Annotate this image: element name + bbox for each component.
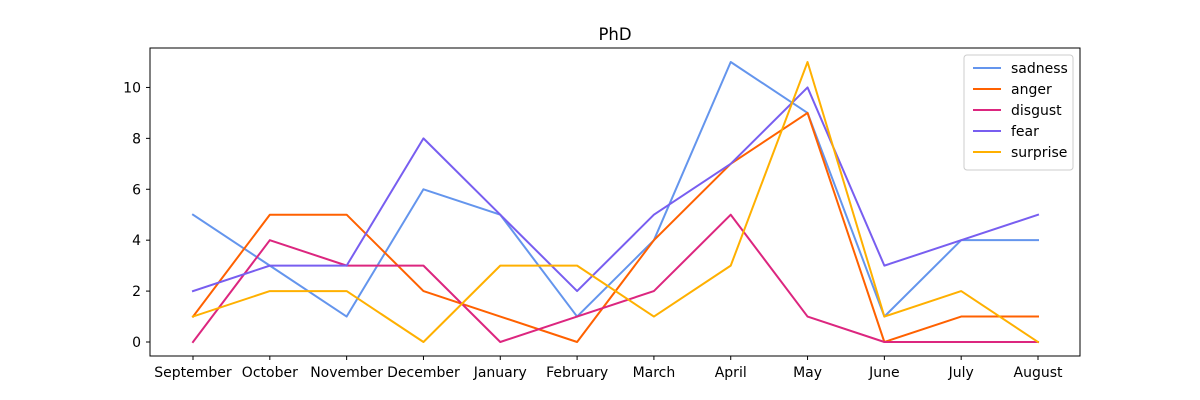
x-tick-label: November xyxy=(310,365,383,381)
x-tick-label: September xyxy=(154,365,232,381)
x-tick-label: January xyxy=(473,365,527,381)
x-tick-label: July xyxy=(948,365,974,381)
y-tick-label: 4 xyxy=(132,233,141,249)
legend-label-disgust: disgust xyxy=(1011,103,1062,119)
x-tick-label: March xyxy=(633,365,676,381)
chart-title: PhD xyxy=(598,25,631,44)
legend-label-surprise: surprise xyxy=(1011,145,1067,161)
y-axis: 0 2 4 6 8 10 xyxy=(123,80,150,351)
x-tick-label: August xyxy=(1014,365,1064,381)
y-tick-label: 2 xyxy=(132,284,141,300)
y-tick-label: 10 xyxy=(123,80,141,96)
legend-box xyxy=(963,54,1074,171)
x-tick-label: April xyxy=(715,365,747,381)
series-line-sadness xyxy=(191,61,1039,318)
series-line-fear xyxy=(191,86,1040,293)
x-tick-label: December xyxy=(387,365,460,381)
legend-label-fear: fear xyxy=(1011,124,1039,140)
y-tick-label: 0 xyxy=(132,335,141,351)
y-tick-label: 6 xyxy=(132,182,141,198)
series-line-disgust xyxy=(191,213,1039,344)
x-axis: September October November December January F… xyxy=(154,356,1063,381)
y-tick-label: 8 xyxy=(132,131,141,147)
legend-label-sadness: sadness xyxy=(1011,61,1068,77)
x-tick-label: June xyxy=(868,365,900,381)
x-tick-label: October xyxy=(242,365,298,381)
plot-frame xyxy=(149,47,1081,357)
legend-label-anger: anger xyxy=(1011,82,1052,98)
legend: sadness anger disgust fear surprise xyxy=(963,54,1074,171)
x-tick-label: February xyxy=(546,365,608,381)
series-line-surprise xyxy=(191,61,1040,344)
x-tick-label: May xyxy=(793,365,822,381)
series-lines xyxy=(191,61,1040,344)
